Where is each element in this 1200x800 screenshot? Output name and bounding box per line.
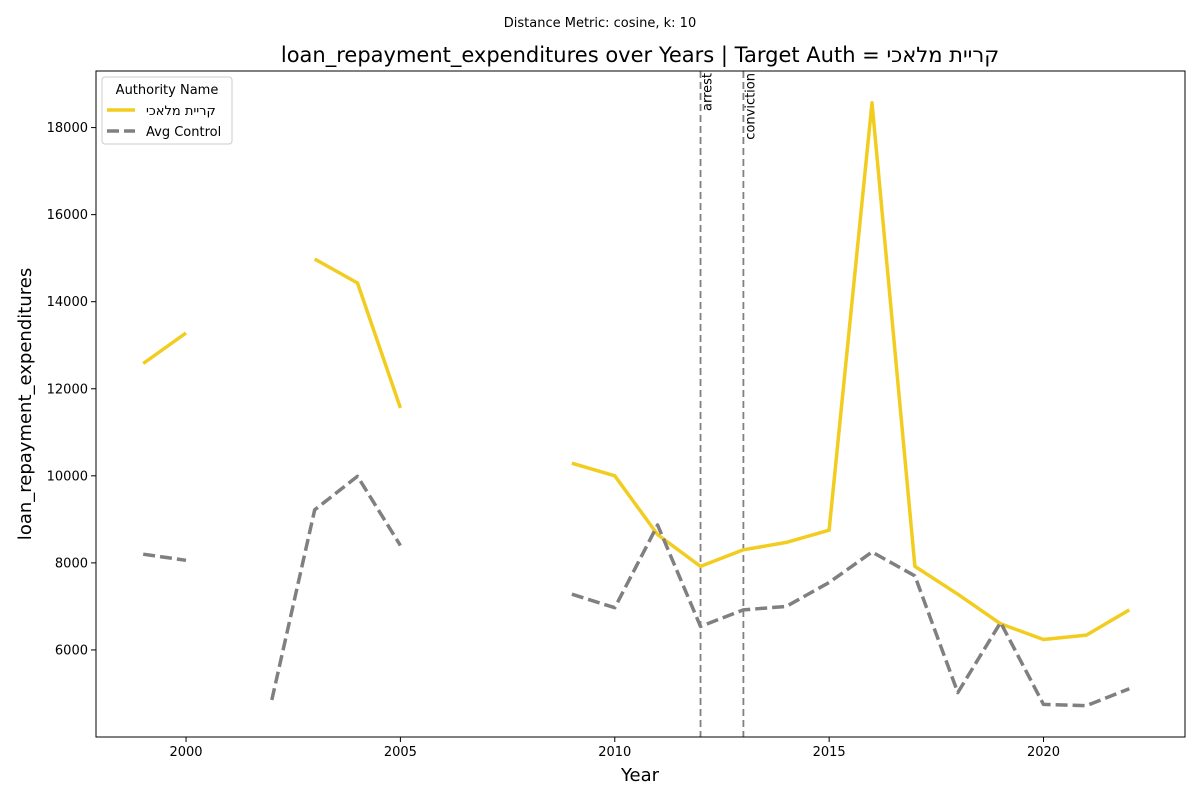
series-line-0 <box>142 101 1131 642</box>
y-tick-label: 18000 <box>47 121 88 136</box>
y-tick-label: 14000 <box>47 295 88 310</box>
y-axis: 6000 8000 10000 12000 14000 16000 18000 <box>47 121 96 658</box>
series-line-1 <box>142 474 1130 708</box>
x-tick-label: 2015 <box>813 745 846 760</box>
x-axis: 2000 2005 2010 2015 2020 <box>169 737 1060 760</box>
y-tick-label: 16000 <box>47 208 88 223</box>
y-tick-label: 8000 <box>55 556 88 571</box>
chart-subtitle: Distance Metric: cosine, k: 10 <box>504 16 696 31</box>
y-tick-label: 6000 <box>55 643 88 658</box>
event-label-conviction: conviction <box>743 73 758 140</box>
x-tick-label: 2000 <box>169 745 202 760</box>
legend-box <box>101 76 233 145</box>
event-label-arrest: arrest <box>701 73 716 111</box>
x-axis-label: Year <box>620 765 660 786</box>
x-tick-label: 2020 <box>1027 745 1060 760</box>
legend-title: Authority Name <box>116 83 219 98</box>
chart-title: loan_repayment_expenditures over Years |… <box>281 43 999 68</box>
legend-entry-target: קריית מלאכי <box>146 104 216 119</box>
x-tick-label: 2005 <box>384 745 417 760</box>
y-tick-label: 12000 <box>47 382 88 397</box>
y-tick-label: 10000 <box>47 469 88 484</box>
legend-entry-control: Avg Control <box>146 125 221 140</box>
legend: Authority Name קריית מלאכי Avg Control <box>101 76 233 145</box>
plot-frame <box>95 70 1186 738</box>
event-annotations: arrest conviction <box>699 71 758 737</box>
y-axis-label: loan_repayment_expenditures <box>15 268 36 540</box>
x-tick-label: 2010 <box>598 745 631 760</box>
series-layer <box>142 101 1131 708</box>
